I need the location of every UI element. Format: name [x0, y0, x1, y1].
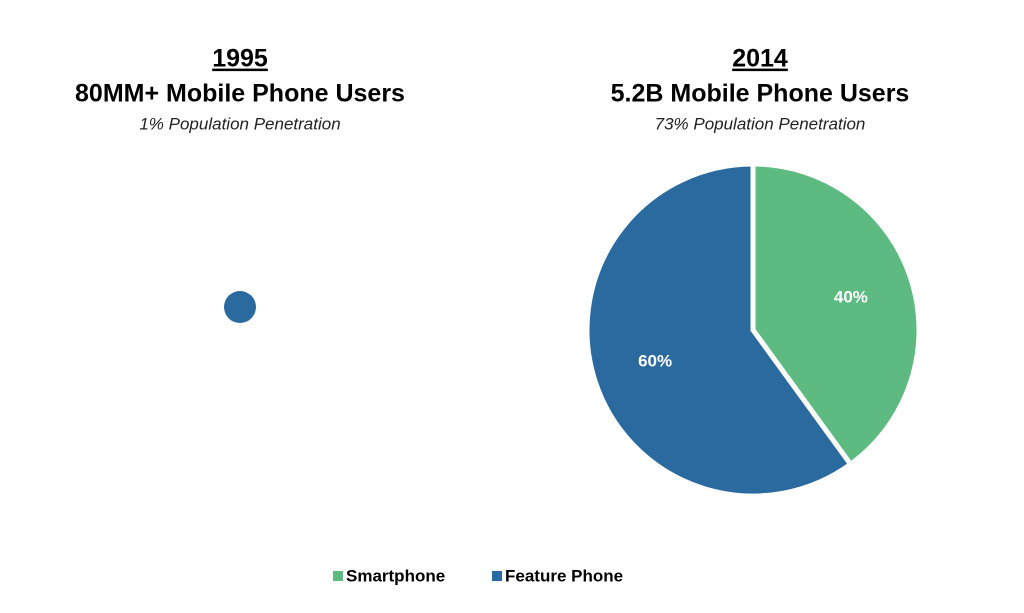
legend-swatch [333, 571, 343, 581]
legend-swatch [492, 571, 502, 581]
chart-subtitle: 5.2B Mobile Phone Users [611, 80, 910, 108]
chart-note: 73% Population Penetration [655, 114, 866, 133]
legend-label: Feature Phone [505, 566, 623, 585]
value-label: 40% [834, 288, 868, 307]
chart-note: 1% Population Penetration [139, 114, 340, 133]
pie-slice [750, 161, 922, 468]
chart-title: 2014 [732, 45, 788, 73]
legend-label: Smartphone [346, 566, 445, 585]
value-label: 60% [638, 351, 672, 370]
pie-slice [224, 291, 256, 323]
pie-slice [584, 161, 855, 499]
chart-subtitle: 80MM+ Mobile Phone Users [75, 80, 405, 108]
chart-title: 1995 [212, 45, 268, 73]
